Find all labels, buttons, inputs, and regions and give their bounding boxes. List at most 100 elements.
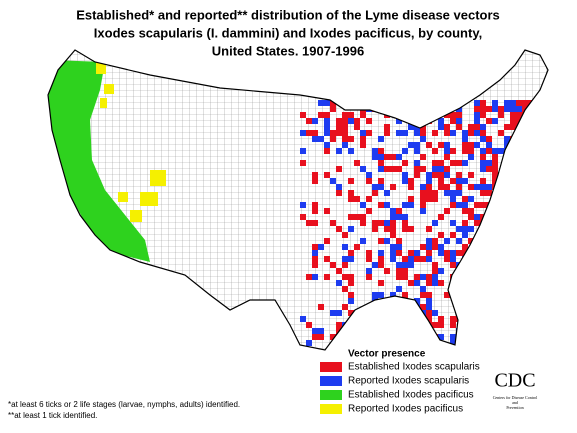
scapularis-county bbox=[456, 274, 462, 280]
scapularis-county bbox=[468, 316, 474, 322]
scapularis-county bbox=[426, 226, 432, 232]
scapularis-county bbox=[414, 148, 420, 154]
scapularis-county bbox=[426, 280, 432, 286]
scapularis-county bbox=[510, 226, 516, 232]
scapularis-county bbox=[546, 202, 548, 208]
scapularis-county bbox=[444, 292, 450, 298]
scapularis-county bbox=[534, 202, 540, 208]
scapularis-county bbox=[468, 154, 474, 160]
title-line: United States. 1907-1996 bbox=[212, 43, 364, 58]
scapularis-county bbox=[360, 100, 366, 106]
scapularis-county bbox=[354, 124, 360, 130]
scapularis-county bbox=[312, 208, 318, 214]
scapularis-county bbox=[318, 112, 324, 118]
scapularis-county bbox=[504, 310, 510, 316]
scapularis-county bbox=[396, 100, 402, 106]
scapularis-county bbox=[510, 214, 516, 220]
scapularis-county bbox=[312, 220, 318, 226]
scapularis-county bbox=[498, 250, 504, 256]
scapularis-county bbox=[444, 154, 450, 160]
scapularis-county bbox=[492, 220, 498, 226]
scapularis-county bbox=[498, 106, 504, 112]
scapularis-county bbox=[432, 100, 438, 106]
scapularis-county bbox=[372, 310, 378, 316]
scapularis-county bbox=[504, 154, 510, 160]
scapularis-county bbox=[384, 154, 390, 160]
scapularis-county bbox=[408, 256, 414, 262]
scapularis-county bbox=[450, 178, 456, 184]
scapularis-county bbox=[354, 244, 360, 250]
scapularis-county bbox=[402, 256, 408, 262]
pacificus-reported bbox=[100, 98, 107, 108]
scapularis-county bbox=[522, 184, 528, 190]
scapularis-county bbox=[486, 190, 492, 196]
scapularis-county bbox=[492, 172, 498, 178]
scapularis-county bbox=[486, 268, 492, 274]
scapularis-county bbox=[534, 328, 540, 334]
scapularis-county bbox=[528, 304, 534, 310]
scapularis-county bbox=[468, 130, 474, 136]
scapularis-county bbox=[534, 238, 540, 244]
scapularis-county bbox=[360, 214, 366, 220]
scapularis-county bbox=[318, 304, 324, 310]
scapularis-county bbox=[492, 178, 498, 184]
scapularis-county bbox=[522, 220, 528, 226]
scapularis-county bbox=[360, 166, 366, 172]
scapularis-county bbox=[492, 304, 498, 310]
scapularis-county bbox=[396, 154, 402, 160]
scapularis-county bbox=[510, 262, 516, 268]
scapularis-county bbox=[426, 178, 432, 184]
scapularis-county bbox=[330, 100, 336, 106]
scapularis-county bbox=[534, 184, 540, 190]
scapularis-county bbox=[540, 256, 546, 262]
scapularis-county bbox=[492, 100, 498, 106]
scapularis-county bbox=[342, 244, 348, 250]
scapularis-county bbox=[354, 196, 360, 202]
scapularis-county bbox=[528, 238, 534, 244]
scapularis-county bbox=[540, 304, 546, 310]
scapularis-county bbox=[444, 106, 450, 112]
scapularis-county bbox=[450, 220, 456, 226]
scapularis-county bbox=[528, 286, 534, 292]
scapularis-county bbox=[324, 256, 330, 262]
scapularis-county bbox=[534, 112, 540, 118]
scapularis-county bbox=[348, 256, 354, 262]
scapularis-county bbox=[504, 274, 510, 280]
scapularis-county bbox=[480, 346, 486, 350]
pacificus-reported bbox=[140, 192, 158, 206]
scapularis-county bbox=[384, 130, 390, 136]
scapularis-county bbox=[504, 136, 510, 142]
scapularis-county bbox=[390, 244, 396, 250]
scapularis-county bbox=[486, 118, 492, 124]
scapularis-county bbox=[348, 112, 354, 118]
scapularis-county bbox=[516, 196, 522, 202]
scapularis-county bbox=[462, 148, 468, 154]
scapularis-county bbox=[522, 208, 528, 214]
scapularis-county bbox=[546, 328, 548, 334]
us-map bbox=[48, 50, 548, 350]
scapularis-county bbox=[468, 256, 474, 262]
scapularis-county bbox=[534, 298, 540, 304]
scapularis-county bbox=[330, 220, 336, 226]
scapularis-county bbox=[438, 106, 444, 112]
scapularis-county bbox=[390, 154, 396, 160]
scapularis-county bbox=[510, 106, 516, 112]
scapularis-county bbox=[450, 160, 456, 166]
scapularis-county bbox=[546, 106, 548, 112]
scapularis-county bbox=[486, 286, 492, 292]
scapularis-county bbox=[444, 256, 450, 262]
scapularis-county bbox=[312, 244, 318, 250]
scapularis-county bbox=[450, 112, 456, 118]
scapularis-county bbox=[540, 208, 546, 214]
scapularis-county bbox=[492, 346, 498, 350]
scapularis-county bbox=[504, 226, 510, 232]
scapularis-county bbox=[516, 298, 522, 304]
scapularis-county bbox=[498, 346, 504, 350]
scapularis-county bbox=[474, 346, 480, 350]
scapularis-county bbox=[546, 280, 548, 286]
scapularis-county bbox=[384, 166, 390, 172]
scapularis-county bbox=[336, 280, 342, 286]
scapularis-county bbox=[378, 100, 384, 106]
scapularis-county bbox=[432, 262, 438, 268]
